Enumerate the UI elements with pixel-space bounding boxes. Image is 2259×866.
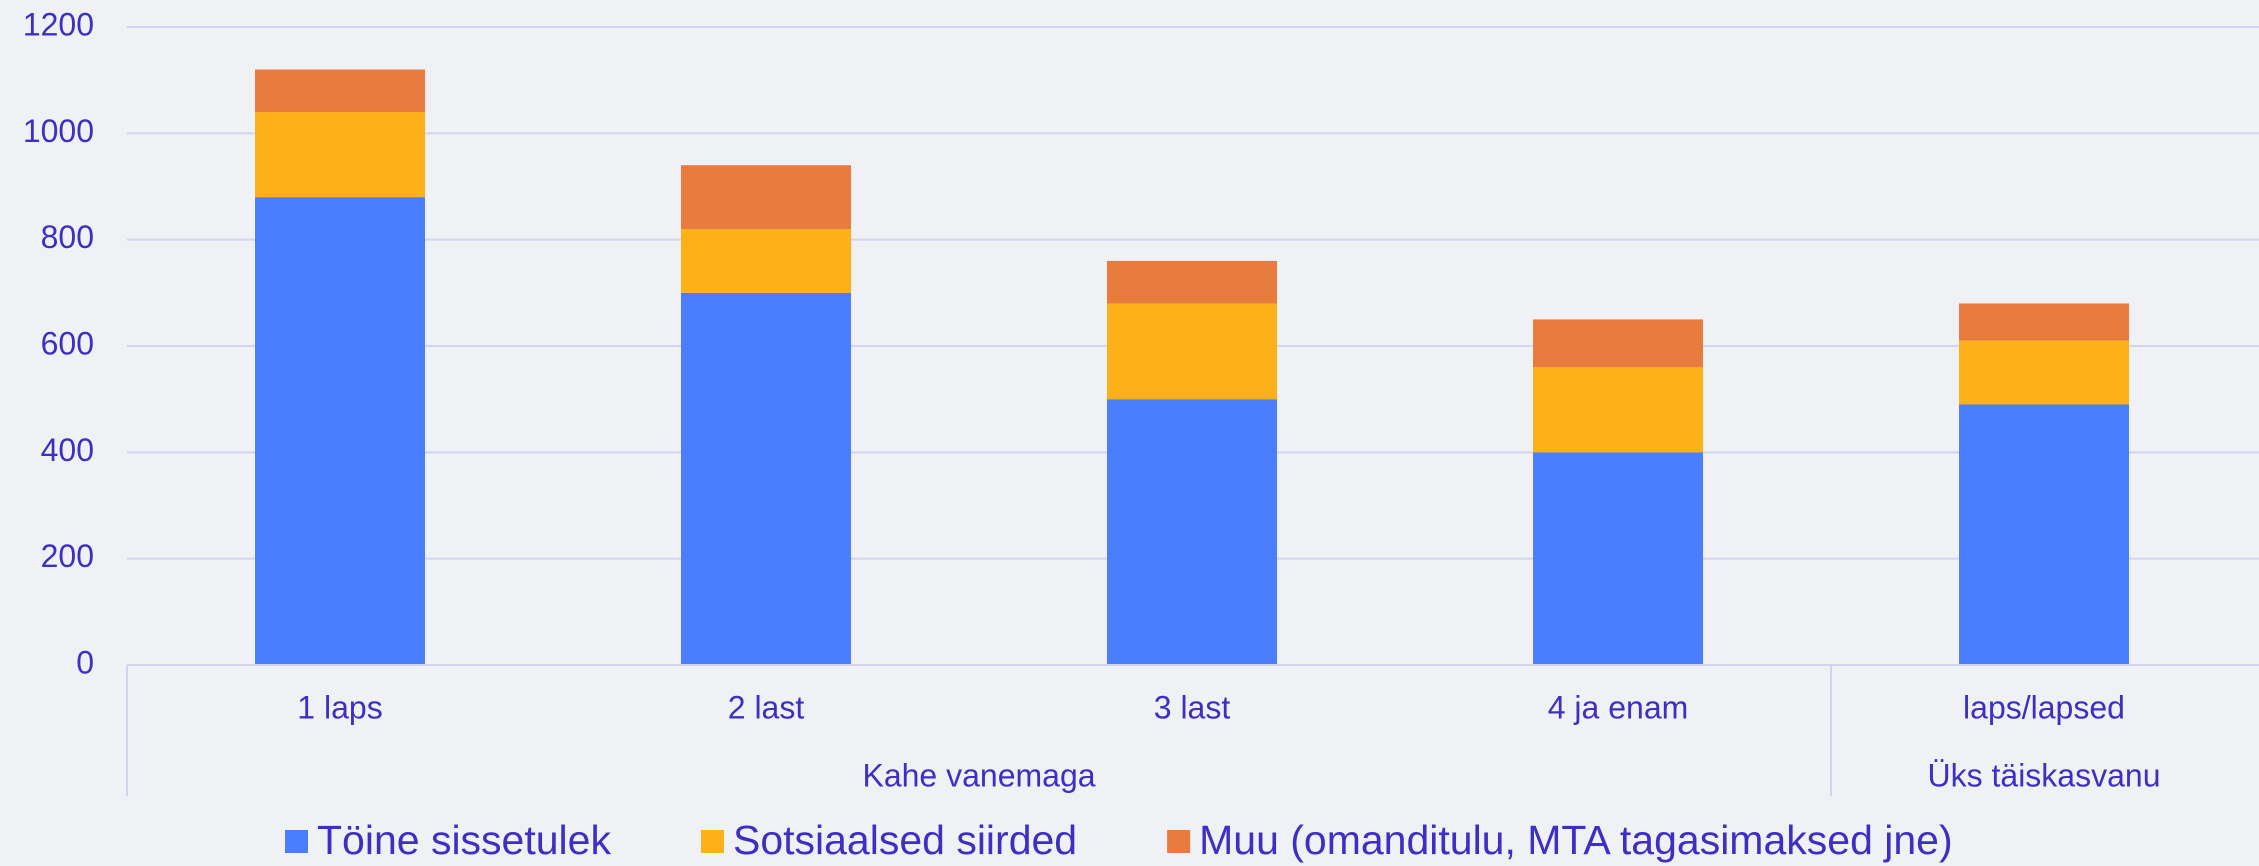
legend-label: Muu (omanditulu, MTA tagasimaksed jne) <box>1199 817 1953 863</box>
x-tick-label: 2 last <box>728 689 805 725</box>
legend-label: Sotsiaalsed siirded <box>733 817 1077 863</box>
bar-segment <box>681 292 851 665</box>
x-tick-label: 1 laps <box>297 689 382 725</box>
bar-segment <box>1533 367 1703 453</box>
bar-segment <box>1107 399 1277 665</box>
bar-segment <box>255 112 425 198</box>
bar-segment <box>255 197 425 665</box>
y-tick-label: 1000 <box>23 113 94 149</box>
y-tick-label: 800 <box>41 219 94 255</box>
bar-segment <box>1959 340 2129 405</box>
y-tick-label: 1200 <box>23 6 94 42</box>
x-tick-label: 3 last <box>1154 689 1231 725</box>
y-tick-label: 600 <box>41 325 94 361</box>
y-tick-label: 0 <box>76 644 94 680</box>
y-tick-label: 200 <box>41 538 94 574</box>
legend-swatch <box>285 830 308 853</box>
bar-segment <box>1107 303 1277 400</box>
bar-segment <box>255 69 425 113</box>
bar-segment <box>1533 319 1703 368</box>
bar-segment <box>1533 452 1703 665</box>
bar-segment <box>681 229 851 293</box>
x-tick-label: laps/lapsed <box>1963 689 2125 725</box>
group-label: Üks täiskasvanu <box>1928 757 2161 793</box>
legend-label: Töine sissetulek <box>317 817 611 863</box>
y-tick-label: 400 <box>41 432 94 468</box>
x-tick-label: 4 ja enam <box>1548 689 1689 725</box>
bar-segment <box>1959 303 2129 341</box>
group-label: Kahe vanemaga <box>862 757 1095 793</box>
legend-swatch <box>700 830 724 853</box>
legend-swatch <box>1167 830 1191 853</box>
bar-segment <box>681 165 851 230</box>
bar-segment <box>1959 404 2129 665</box>
bar-segment <box>1107 260 1277 304</box>
